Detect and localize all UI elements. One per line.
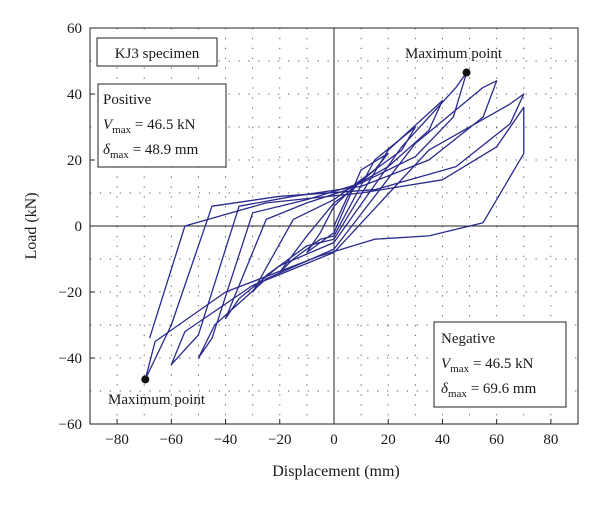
negative-v-value: = 46.5 kN — [469, 356, 533, 372]
max-point-label-positive: Maximum point — [405, 46, 503, 62]
hysteresis-loop-6 — [170, 80, 498, 366]
positive-v-value: = 46.5 kN — [131, 117, 195, 133]
positive-d-value: = 48.9 mm — [129, 142, 199, 158]
x-tick-label: −80 — [105, 432, 128, 448]
max-point-marker-negative — [141, 375, 150, 384]
max-points — [141, 68, 471, 384]
y-tick-label: 20 — [67, 153, 82, 169]
negative-v-symbol: V — [441, 356, 452, 372]
series-group — [144, 71, 525, 381]
y-tick-label: 40 — [67, 87, 82, 103]
y-axis-title: Load (kN) — [23, 192, 40, 259]
positive-v-subscript: max — [112, 124, 131, 136]
x-tick-label: 40 — [435, 432, 450, 448]
max-point-marker-positive — [462, 68, 471, 77]
positive-d-subscript: max — [110, 149, 129, 161]
y-tick-label: −20 — [59, 285, 82, 301]
negative-annotation-box — [433, 321, 567, 408]
negative-vmax-line: Vmax = 46.5 kN — [441, 356, 534, 375]
y-tick-label: −60 — [59, 417, 82, 433]
x-tick-label: −20 — [268, 432, 291, 448]
tick-labels: −80 −60 −40 −20 0 20 40 60 80 −60 −40 −20 0 20 40 60 — [59, 21, 559, 448]
negative-dmax-line: δmax = 69.6 mm — [441, 381, 537, 400]
x-tick-label: 0 — [330, 432, 338, 448]
x-tick-label: 60 — [489, 432, 504, 448]
x-tick-label: 80 — [543, 432, 558, 448]
positive-label: Positive — [103, 92, 152, 108]
x-tick-label: −40 — [214, 432, 237, 448]
y-tick-label: 0 — [75, 219, 83, 235]
negative-label: Negative — [441, 331, 495, 347]
y-tick-label: 60 — [67, 21, 82, 37]
specimen-label: KJ3 specimen — [115, 46, 200, 62]
max-point-label-negative: Maximum point — [108, 392, 206, 408]
hysteresis-loop-7 — [144, 93, 525, 381]
specimen-label-box — [96, 37, 218, 67]
positive-vmax-line: Vmax = 46.5 kN — [103, 117, 196, 136]
positive-d-symbol: δ — [103, 142, 111, 158]
negative-d-subscript: max — [448, 388, 467, 400]
positive-v-symbol: V — [103, 117, 114, 133]
x-tick-label: 20 — [381, 432, 396, 448]
x-tick-label: −60 — [160, 432, 183, 448]
negative-d-value: = 69.6 mm — [467, 381, 537, 397]
hysteresis-loop-5 — [197, 71, 468, 359]
hysteresis-loop-2 — [279, 152, 389, 273]
y-tick-label: −40 — [59, 351, 82, 367]
negative-d-symbol: δ — [441, 381, 449, 397]
positive-dmax-line: δmax = 48.9 mm — [103, 142, 199, 161]
positive-annotation-box — [97, 83, 227, 168]
x-axis-title: Displacement (mm) — [272, 463, 400, 480]
negative-v-subscript: max — [450, 363, 469, 375]
